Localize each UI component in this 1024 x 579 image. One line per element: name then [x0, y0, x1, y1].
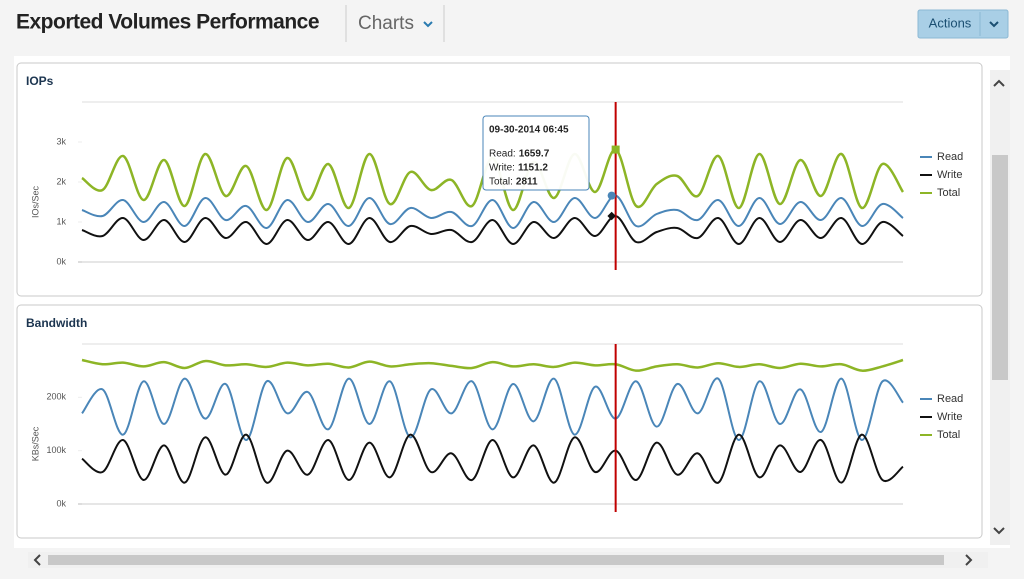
- tooltip-label: Total:: [489, 177, 513, 188]
- hover-marker: [611, 145, 620, 154]
- tooltip-box: [482, 115, 590, 191]
- legend-label: Read: [937, 151, 963, 163]
- y-tick-label: 0k: [56, 256, 66, 266]
- dropdown-arrow: [989, 21, 999, 28]
- view-menu[interactable]: Charts: [358, 13, 433, 34]
- legend-label: Total: [937, 429, 960, 441]
- series-line: [81, 214, 904, 246]
- y-axis-label: KBs/Sec: [30, 426, 40, 461]
- hover-marker: [607, 191, 616, 200]
- y-tick-label: 1k: [56, 216, 66, 226]
- legend-label: Write: [937, 169, 962, 181]
- button-label[interactable]: Actions: [929, 15, 972, 30]
- scroll-thumb[interactable]: [992, 155, 1008, 380]
- series-line: [81, 194, 904, 229]
- legend-label: Read: [937, 393, 963, 405]
- series-line: [81, 433, 904, 484]
- view-label[interactable]: Charts: [358, 13, 414, 34]
- y-tick-label: 3k: [56, 136, 66, 146]
- series-line: [81, 377, 904, 442]
- tooltip-value: 1151.2: [518, 163, 548, 174]
- scroll-down[interactable]: [993, 527, 1005, 535]
- vertical-scrollbar[interactable]: [990, 70, 1010, 545]
- page-title: Exported Volumes Performance: [16, 11, 319, 34]
- chart-title: Bandwidth: [26, 316, 87, 330]
- tooltip: 09-30-2014 06:45 Read: 1659.7 Write: 1151.2 T…: [482, 115, 590, 191]
- dropdown-arrow: [423, 21, 433, 28]
- chart-panel: [16, 304, 983, 539]
- y-tick-label: 2k: [56, 176, 66, 186]
- tooltip-value: 1659.7: [519, 149, 550, 160]
- chart-title: IOPs: [26, 74, 54, 88]
- button-bg[interactable]: [917, 9, 1009, 39]
- y-tick-label: 0k: [56, 498, 66, 508]
- scroll-thumb[interactable]: [48, 555, 944, 565]
- tooltip-time: 09-30-2014 06:45: [489, 125, 569, 136]
- scroll-left[interactable]: [33, 554, 41, 566]
- scroll-up[interactable]: [993, 79, 1005, 87]
- scroll-right[interactable]: [965, 554, 973, 566]
- legend-label: Total: [937, 187, 960, 199]
- horizontal-scrollbar[interactable]: [28, 552, 988, 568]
- legend-label: Write: [937, 411, 962, 423]
- tooltip-label: Read:: [489, 149, 516, 160]
- y-tick-label: 100k: [46, 445, 66, 455]
- series-line: [81, 358, 904, 372]
- tooltip-value: 2811: [516, 177, 538, 188]
- y-tick-label: 200k: [46, 392, 66, 402]
- y-axis-label: IOs/Sec: [30, 185, 40, 218]
- actions-button[interactable]: Actions: [917, 9, 1009, 39]
- tooltip-label: Write:: [489, 163, 515, 174]
